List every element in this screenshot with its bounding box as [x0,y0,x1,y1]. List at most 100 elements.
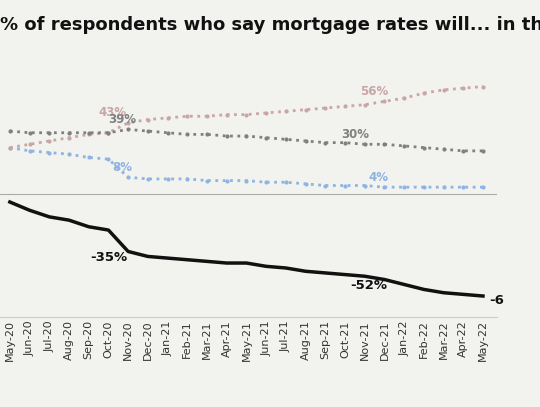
Go Down [66,152,72,157]
Stay the Same [243,133,249,138]
Net Go Down [46,214,52,219]
Go Down [322,183,328,188]
Net Go Down [302,269,309,274]
Go Down [263,180,269,185]
Text: 4%: 4% [368,171,388,184]
Net Go Down [401,282,407,287]
Net Go Down [224,260,230,265]
Net Go Down [460,292,467,297]
Go Up [460,86,467,91]
Go Up [145,117,151,122]
Go Up [105,130,112,135]
Stay the Same [125,127,131,132]
Go Down [401,185,407,190]
Go Up [480,84,486,89]
Net Go Down [145,254,151,259]
Net Go Down [361,274,368,279]
Net Go Down [381,277,388,282]
Go Up [302,107,309,112]
Go Down [243,178,249,183]
Stay the Same [460,149,467,153]
Net Go Down [322,271,328,276]
Text: 43%: 43% [98,106,126,119]
Line: Go Down: Go Down [7,145,486,190]
Net Go Down [243,260,249,265]
Go Down [145,177,151,182]
Go Down [282,180,289,185]
Go Down [105,157,112,162]
Text: 30%: 30% [341,128,369,141]
Stay the Same [401,144,407,149]
Net Go Down [440,290,447,295]
Go Down [302,182,309,186]
Net Go Down [263,264,269,269]
Stay the Same [263,135,269,140]
Go Down [85,155,92,160]
Stay the Same [85,130,92,135]
Go Down [26,149,33,153]
Line: Stay the Same: Stay the Same [7,127,486,154]
Net Go Down [184,257,191,262]
Go Up [342,104,348,109]
Text: 56%: 56% [360,85,389,98]
Go Up [401,96,407,101]
Go Up [204,114,210,119]
Stay the Same [440,147,447,152]
Go Up [322,105,328,110]
Text: -35%: -35% [90,252,127,265]
Net Go Down [204,259,210,264]
Go Up [66,135,72,140]
Net Go Down [164,256,171,260]
Line: Net Go Down: Net Go Down [10,202,483,296]
Stay the Same [204,132,210,137]
Text: 8%: 8% [112,161,132,174]
Go Up [164,116,171,120]
Stay the Same [66,130,72,135]
Stay the Same [342,140,348,145]
Go Down [480,185,486,190]
Net Go Down [125,249,131,254]
Go Down [46,150,52,155]
Stay the Same [105,130,112,135]
Stay the Same [224,133,230,138]
Stay the Same [184,132,191,137]
Go Down [342,183,348,188]
Net Go Down [85,224,92,229]
Go Down [224,178,230,183]
Stay the Same [282,137,289,142]
Stay the Same [6,129,13,133]
Line: Go Up: Go Up [7,84,486,150]
Net Go Down [342,272,348,277]
Go Up [243,112,249,117]
Stay the Same [421,145,427,150]
Go Up [46,138,52,143]
Stay the Same [145,129,151,133]
Stay the Same [322,140,328,145]
Go Up [282,109,289,114]
Net Go Down [421,287,427,292]
Go Up [184,114,191,119]
Net Go Down [26,208,33,213]
Go Down [381,185,388,190]
Go Up [421,91,427,96]
Net Go Down [282,265,289,270]
Stay the Same [26,130,33,135]
Go Up [224,112,230,117]
Stay the Same [46,130,52,135]
Text: -52%: -52% [350,280,387,292]
Net Go Down [66,218,72,223]
Go Up [361,102,368,107]
Go Up [125,120,131,125]
Text: -6: -6 [489,294,504,307]
Go Down [421,185,427,190]
Text: % of respondents who say mortgage rates will... in the next 12 months: % of respondents who say mortgage rates … [0,16,540,34]
Go Up [440,88,447,92]
Stay the Same [381,142,388,147]
Stay the Same [361,142,368,147]
Go Down [460,185,467,190]
Go Down [440,185,447,190]
Go Down [184,177,191,182]
Go Up [26,142,33,147]
Stay the Same [164,130,171,135]
Stay the Same [302,138,309,143]
